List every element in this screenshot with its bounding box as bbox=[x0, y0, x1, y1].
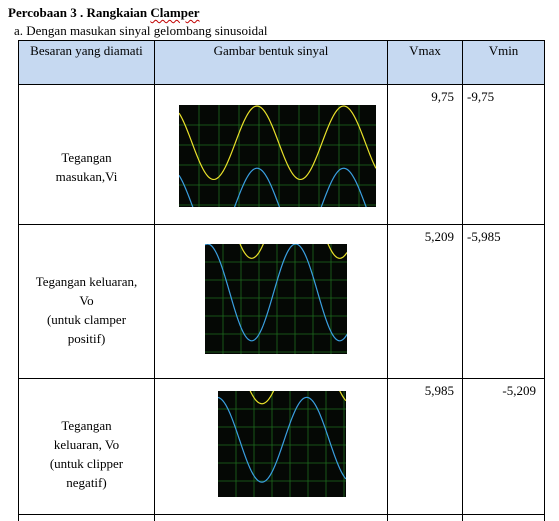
scope-cell bbox=[155, 225, 388, 379]
vmin-cell: -5,985 bbox=[463, 225, 545, 379]
header-gambar: Gambar bentuk sinyal bbox=[155, 41, 388, 85]
scope-cell bbox=[155, 379, 388, 515]
section-subheading: a. Dengan masukan sinyal gelombang sinus… bbox=[14, 23, 267, 39]
row-label-clipper: Tegangan keluaran, Vo (untuk clipper neg… bbox=[19, 379, 155, 515]
scope-screen bbox=[179, 105, 376, 207]
label-line: positif) bbox=[68, 331, 106, 346]
vmax-cell: 5,209 bbox=[388, 225, 463, 379]
label-line: masukan,Vi bbox=[56, 169, 118, 184]
vmax-cell: 5,985 bbox=[388, 379, 463, 515]
header-vmin: Vmin bbox=[463, 41, 545, 85]
cut-cell bbox=[463, 515, 545, 521]
label-line: Tegangan bbox=[61, 150, 111, 165]
scope-cell bbox=[155, 85, 388, 225]
vmin-cell: -9,75 bbox=[463, 85, 545, 225]
label-line: keluaran, Vo bbox=[54, 437, 119, 452]
heading-underlined-word: Clamper bbox=[150, 5, 199, 20]
oscilloscope-image-clipper bbox=[218, 391, 346, 497]
label-line: (untuk clamper bbox=[47, 312, 126, 327]
table-row: Tegangan masukan,Vi 9,75 -9,75 bbox=[19, 85, 545, 225]
label-line: Tegangan bbox=[61, 418, 111, 433]
header-vmax: Vmax bbox=[388, 41, 463, 85]
label-line: Vo bbox=[79, 293, 93, 308]
table-row: Tegangan keluaran, Vo (untuk clamper pos… bbox=[19, 225, 545, 379]
heading-prefix: Percobaan 3 . Rangkaian bbox=[8, 5, 150, 20]
section-heading: Percobaan 3 . Rangkaian Clamper bbox=[8, 5, 200, 21]
oscilloscope-image-input bbox=[179, 105, 376, 207]
header-besaran: Besaran yang diamati bbox=[19, 41, 155, 85]
label-line: Tegangan keluaran, bbox=[36, 274, 138, 289]
label-line: (untuk clipper bbox=[50, 456, 123, 471]
table-header-row: Besaran yang diamati Gambar bentuk sinya… bbox=[19, 41, 545, 85]
vmax-cell: 9,75 bbox=[388, 85, 463, 225]
label-line: negatif) bbox=[66, 475, 106, 490]
table-row: Tegangan keluaran, Vo (untuk clipper neg… bbox=[19, 379, 545, 515]
row-label-input: Tegangan masukan,Vi bbox=[19, 85, 155, 225]
table-row-cut bbox=[19, 515, 545, 521]
row-label-clamper: Tegangan keluaran, Vo (untuk clamper pos… bbox=[19, 225, 155, 379]
cut-cell bbox=[155, 515, 388, 521]
vmin-cell: -5,209 bbox=[463, 379, 545, 515]
signal-table: Besaran yang diamati Gambar bentuk sinya… bbox=[18, 40, 545, 521]
scope-screen bbox=[205, 244, 347, 354]
oscilloscope-image-clamper bbox=[205, 244, 347, 354]
cut-cell bbox=[388, 515, 463, 521]
header-besaran-text: Besaran yang diamati bbox=[30, 43, 143, 58]
cut-cell bbox=[19, 515, 155, 521]
